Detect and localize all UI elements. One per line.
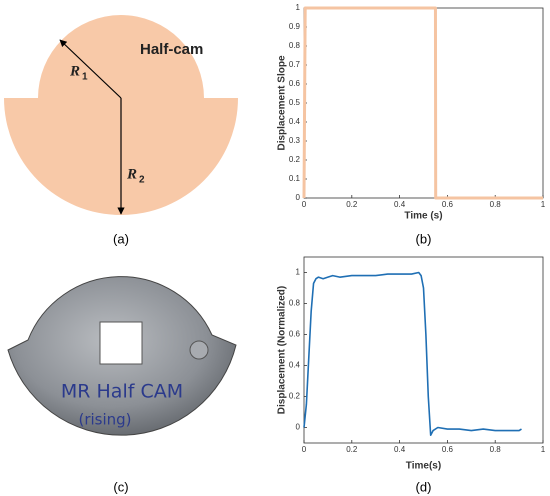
r1-subscript: 1 [82,72,88,83]
plot-area [303,7,544,199]
caption: (c) [113,479,128,494]
y-axis-label: Displacement (Normalized) [277,286,288,414]
x-axis-label: Time(s) [406,461,441,472]
x-tick-label: 0.6 [442,445,454,454]
handwriting: (rising) [78,411,131,429]
r1-arrow [59,39,122,99]
y-tick-label: 0 [296,423,301,432]
y-tick-label: 0.7 [289,60,301,69]
r2-label: R [126,166,137,182]
x-tick-label: 1 [541,445,546,454]
x-tick-label: 0.8 [490,445,502,454]
y-tick-label: 0.1 [289,174,301,183]
y-tick-label: 0.3 [289,136,301,145]
x-tick-label: 0.2 [346,445,358,454]
y-tick-label: 0.6 [289,79,301,88]
caption: (a) [113,231,129,246]
x-tick-label: 0.4 [394,445,406,454]
photo: MR Half CAM (rising) (c) [0,252,250,494]
y-tick-label: 0.4 [289,117,301,126]
y-tick-label: 0.8 [289,299,301,308]
y-tick-label: 1 [296,268,301,277]
y-tick-label: 0.5 [289,98,301,107]
x-tick-label: 0.2 [346,200,358,209]
y-tick-label: 0.9 [289,22,301,31]
r2-subscript: 2 [139,175,145,186]
x-tick-label: 0.4 [394,200,406,209]
x-tick-label: 0 [302,445,307,454]
square-hole [99,321,143,365]
y-tick-label: 0.4 [289,361,301,370]
data-line [303,271,522,437]
caption: (d) [416,479,432,494]
y-tick-label: 1 [296,3,301,12]
y-tick-label: 0.2 [289,155,301,164]
handwriting: MR Half CAM [61,381,183,403]
y-tick-label: 0 [296,193,301,202]
x-tick-label: 0 [302,200,307,209]
r1-label: R [69,63,80,79]
x-axis-label: Time (s) [404,211,442,222]
y-tick-label: 0.2 [289,392,301,401]
x-tick-label: 0.6 [442,200,454,209]
y-axis-label: Displacement Slope [277,55,288,150]
x-tick-label: 1 [541,200,546,209]
caption: (b) [416,231,432,246]
x-tick-label: 0.8 [490,200,502,209]
y-tick-label: 0.8 [289,41,301,50]
half-cam-diagram: Half-cam R 1 R 2 (a) [4,15,238,246]
diagram-title: Half-cam [140,41,203,58]
y-tick-label: 0.6 [289,330,301,339]
screw [189,340,209,360]
data-line [302,6,543,200]
